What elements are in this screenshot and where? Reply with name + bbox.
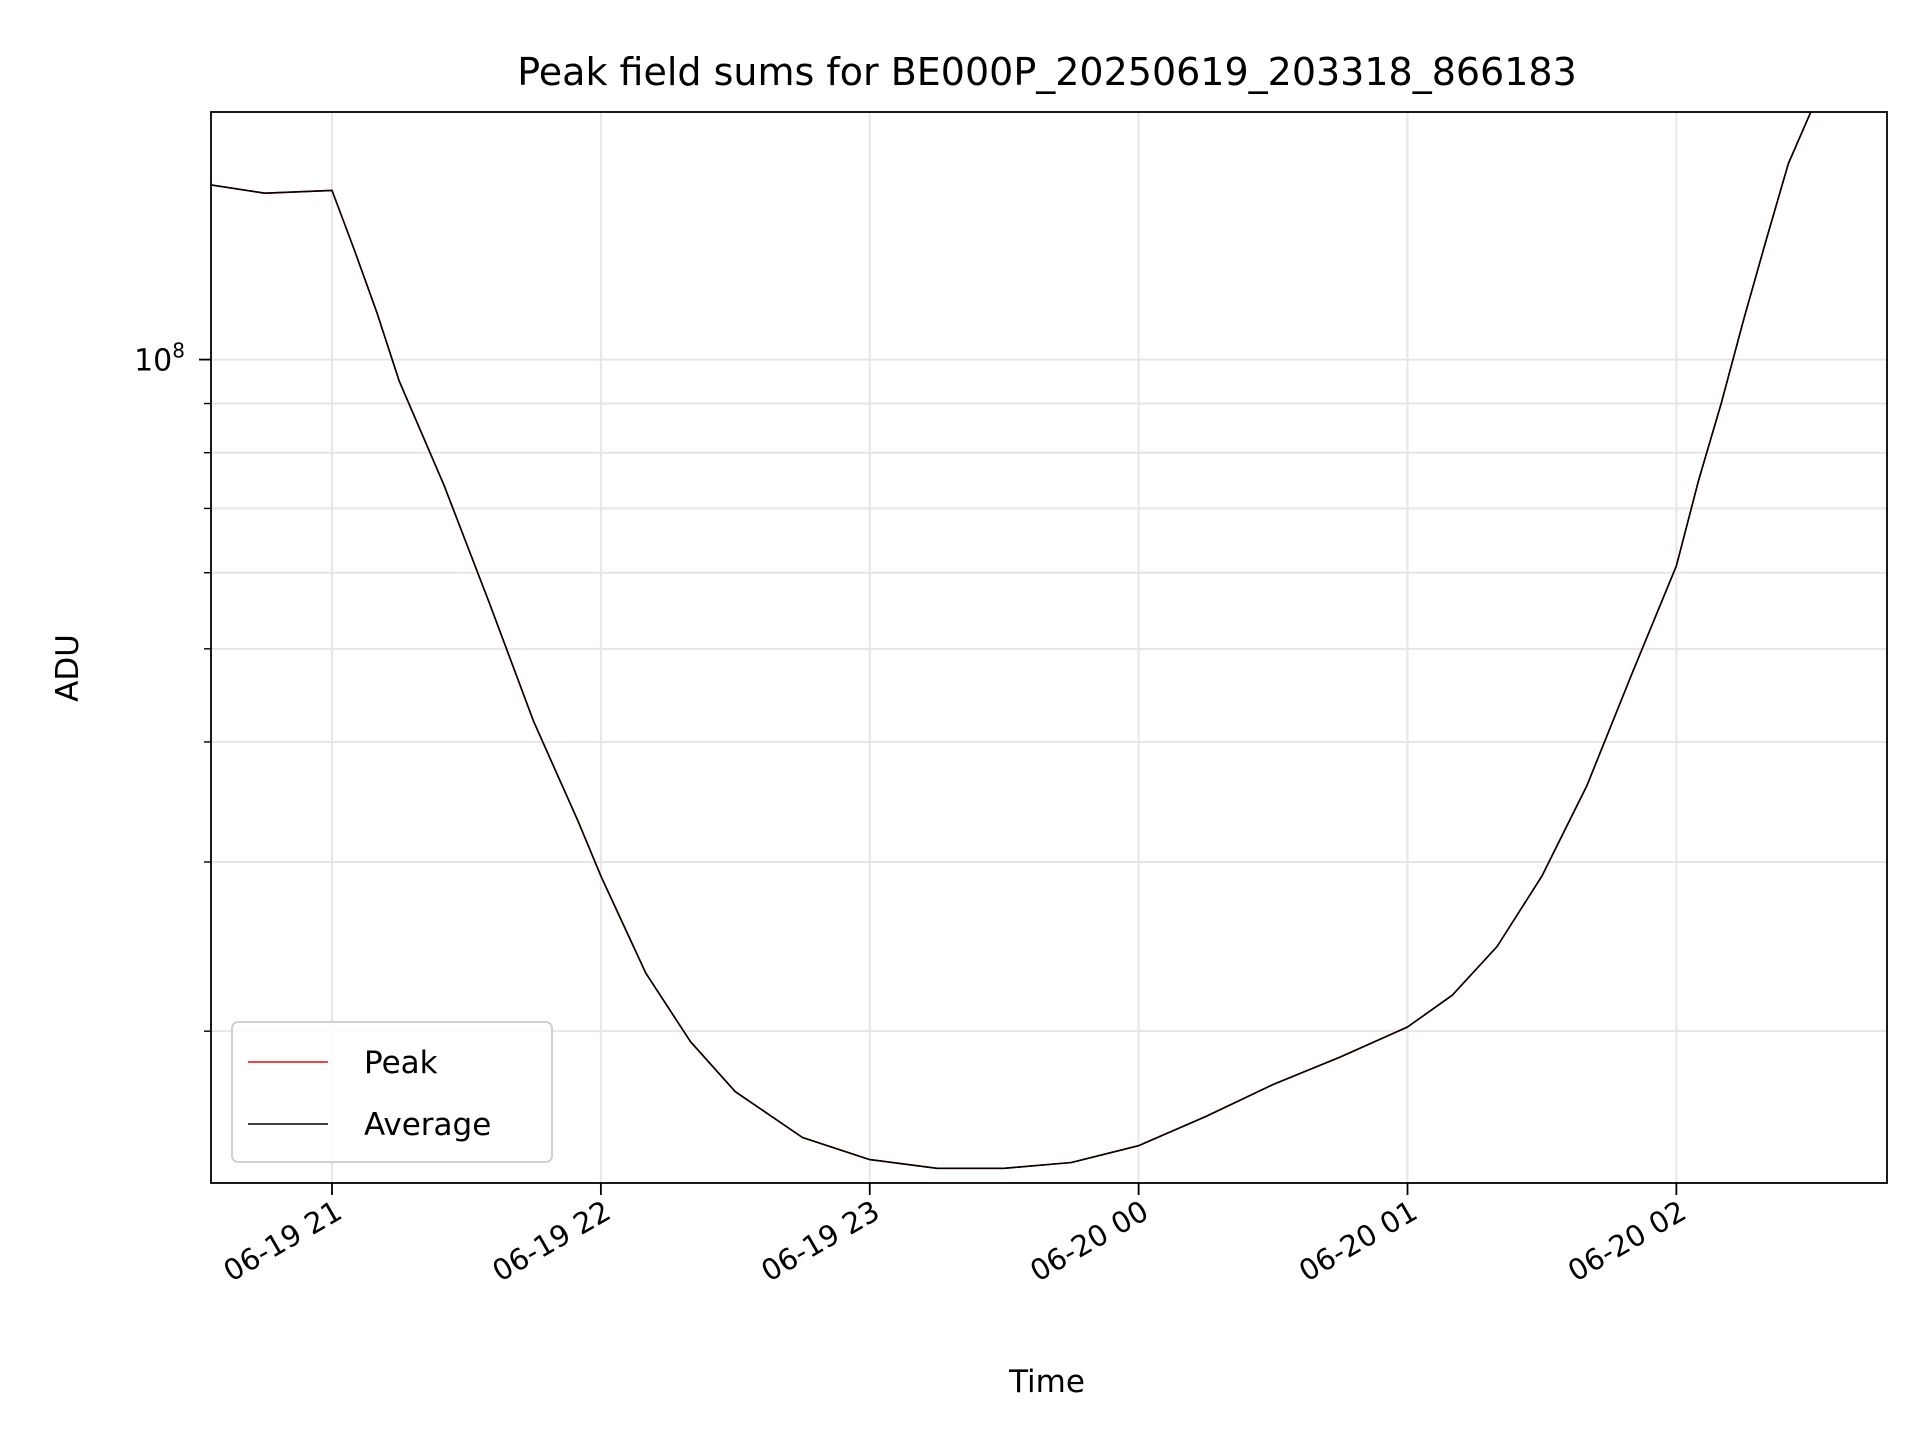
y-tick-label: 108 (134, 339, 185, 379)
chart-title: Peak field sums for BE000P_20250619_2033… (517, 50, 1577, 94)
y-axis-label: ADU (50, 634, 86, 702)
legend-box (231, 1021, 553, 1163)
series (211, 112, 1812, 1170)
series-line-average (211, 112, 1812, 1170)
plot-frame (210, 111, 1888, 1184)
legend: Peak Average (231, 1021, 553, 1163)
x-axis-label: Time (1008, 1364, 1085, 1400)
grid (211, 112, 1887, 1183)
legend-label-peak: Peak (364, 1045, 438, 1081)
legend-label-average: Average (364, 1107, 491, 1143)
